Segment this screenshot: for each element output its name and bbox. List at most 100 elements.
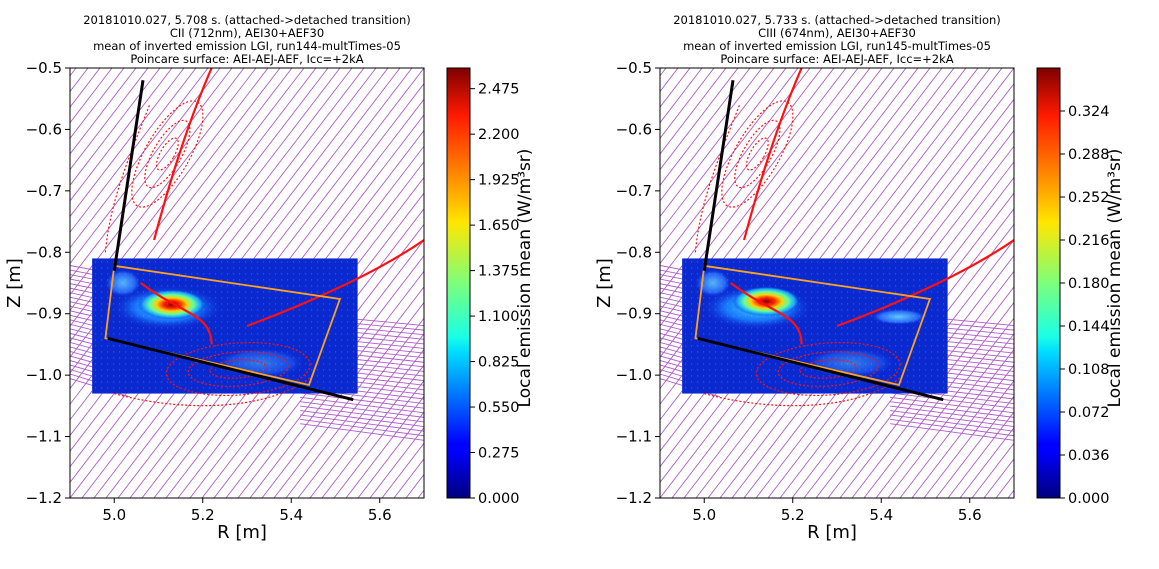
grid-dot <box>341 351 343 353</box>
grid-dot <box>841 363 843 365</box>
grid-dot <box>853 387 855 389</box>
grid-dot <box>871 273 873 275</box>
grid-dot <box>745 339 747 341</box>
grid-dot <box>275 363 277 365</box>
grid-dot <box>317 279 319 281</box>
grid-dot <box>781 273 783 275</box>
grid-dot <box>763 387 765 389</box>
grid-dot <box>299 279 301 281</box>
grid-dot <box>871 291 873 293</box>
grid-dot <box>709 381 711 383</box>
grid-dot <box>859 369 861 371</box>
grid-dot <box>167 393 169 395</box>
grid-dot <box>691 267 693 269</box>
grid-dot <box>865 345 867 347</box>
grid-dot <box>913 321 915 323</box>
grid-dot <box>733 279 735 281</box>
grid-dot <box>889 309 891 311</box>
grid-dot <box>161 273 163 275</box>
grid-dot <box>173 369 175 371</box>
grid-dot <box>215 267 217 269</box>
grid-dot <box>275 285 277 287</box>
grid-dot <box>233 315 235 317</box>
grid-dot <box>703 351 705 353</box>
y-tick-label: −0.7 <box>26 182 62 200</box>
colorbar-tick-label: 1.925 <box>478 173 520 189</box>
grid-dot <box>805 261 807 263</box>
grid-dot <box>155 363 157 365</box>
field-line <box>273 301 424 498</box>
grid-dot <box>149 267 151 269</box>
grid-dot <box>769 387 771 389</box>
grid-dot <box>119 363 121 365</box>
grid-dot <box>757 357 759 359</box>
grid-dot <box>305 285 307 287</box>
grid-dot <box>931 291 933 293</box>
field-line <box>660 68 811 265</box>
grid-dot <box>119 315 121 317</box>
grid-dot <box>167 315 169 317</box>
grid-dot <box>269 267 271 269</box>
grid-dot <box>209 339 211 341</box>
grid-dot <box>281 303 283 305</box>
grid-dot <box>317 339 319 341</box>
grid-dot <box>757 297 759 299</box>
grid-dot <box>209 297 211 299</box>
grid-dot <box>763 261 765 263</box>
grid-dot <box>829 261 831 263</box>
grid-dot <box>323 321 325 323</box>
grid-dot <box>757 309 759 311</box>
grid-dot <box>895 285 897 287</box>
grid-dot <box>179 369 181 371</box>
grid-dot <box>179 393 181 395</box>
grid-dot <box>739 321 741 323</box>
grid-dot <box>901 297 903 299</box>
grid-dot <box>907 309 909 311</box>
grid-dot <box>275 369 277 371</box>
grid-dot <box>239 339 241 341</box>
grid-dot <box>203 375 205 377</box>
grid-dot <box>191 381 193 383</box>
grid-dot <box>811 333 813 335</box>
grid-dot <box>883 315 885 317</box>
grid-dot <box>179 285 181 287</box>
grid-dot <box>889 327 891 329</box>
island-contour <box>799 359 857 379</box>
grid-dot <box>895 357 897 359</box>
grid-dot <box>191 345 193 347</box>
grid-dot <box>323 369 325 371</box>
island-contour <box>745 137 769 171</box>
grid-dot <box>281 351 283 353</box>
grid-dot <box>197 261 199 263</box>
grid-dot <box>781 303 783 305</box>
grid-dot <box>685 327 687 329</box>
field-line <box>309 348 424 498</box>
grid-dot <box>299 327 301 329</box>
separatrix-leg <box>836 239 1014 328</box>
grid-dot <box>119 375 121 377</box>
grid-dot <box>221 387 223 389</box>
grid-dot <box>167 285 169 287</box>
grid-dot <box>859 267 861 269</box>
grid-dot <box>871 339 873 341</box>
grid-dot <box>697 369 699 371</box>
grid-dot <box>257 351 259 353</box>
grid-dot <box>745 375 747 377</box>
grid-dot <box>871 393 873 395</box>
grid-dot <box>227 291 229 293</box>
grid-dot <box>691 375 693 377</box>
grid-dot <box>913 363 915 365</box>
grid-dot <box>847 297 849 299</box>
grid-dot <box>871 261 873 263</box>
grid-dot <box>889 351 891 353</box>
grid-dot <box>191 303 193 305</box>
grid-dot <box>215 273 217 275</box>
grid-dot <box>203 363 205 365</box>
grid-dot <box>913 303 915 305</box>
grid-dot <box>131 345 133 347</box>
grid-dot <box>149 393 151 395</box>
grid-dot <box>113 381 115 383</box>
grid-dot <box>691 273 693 275</box>
grid-dot <box>203 303 205 305</box>
grid-dot <box>347 381 349 383</box>
